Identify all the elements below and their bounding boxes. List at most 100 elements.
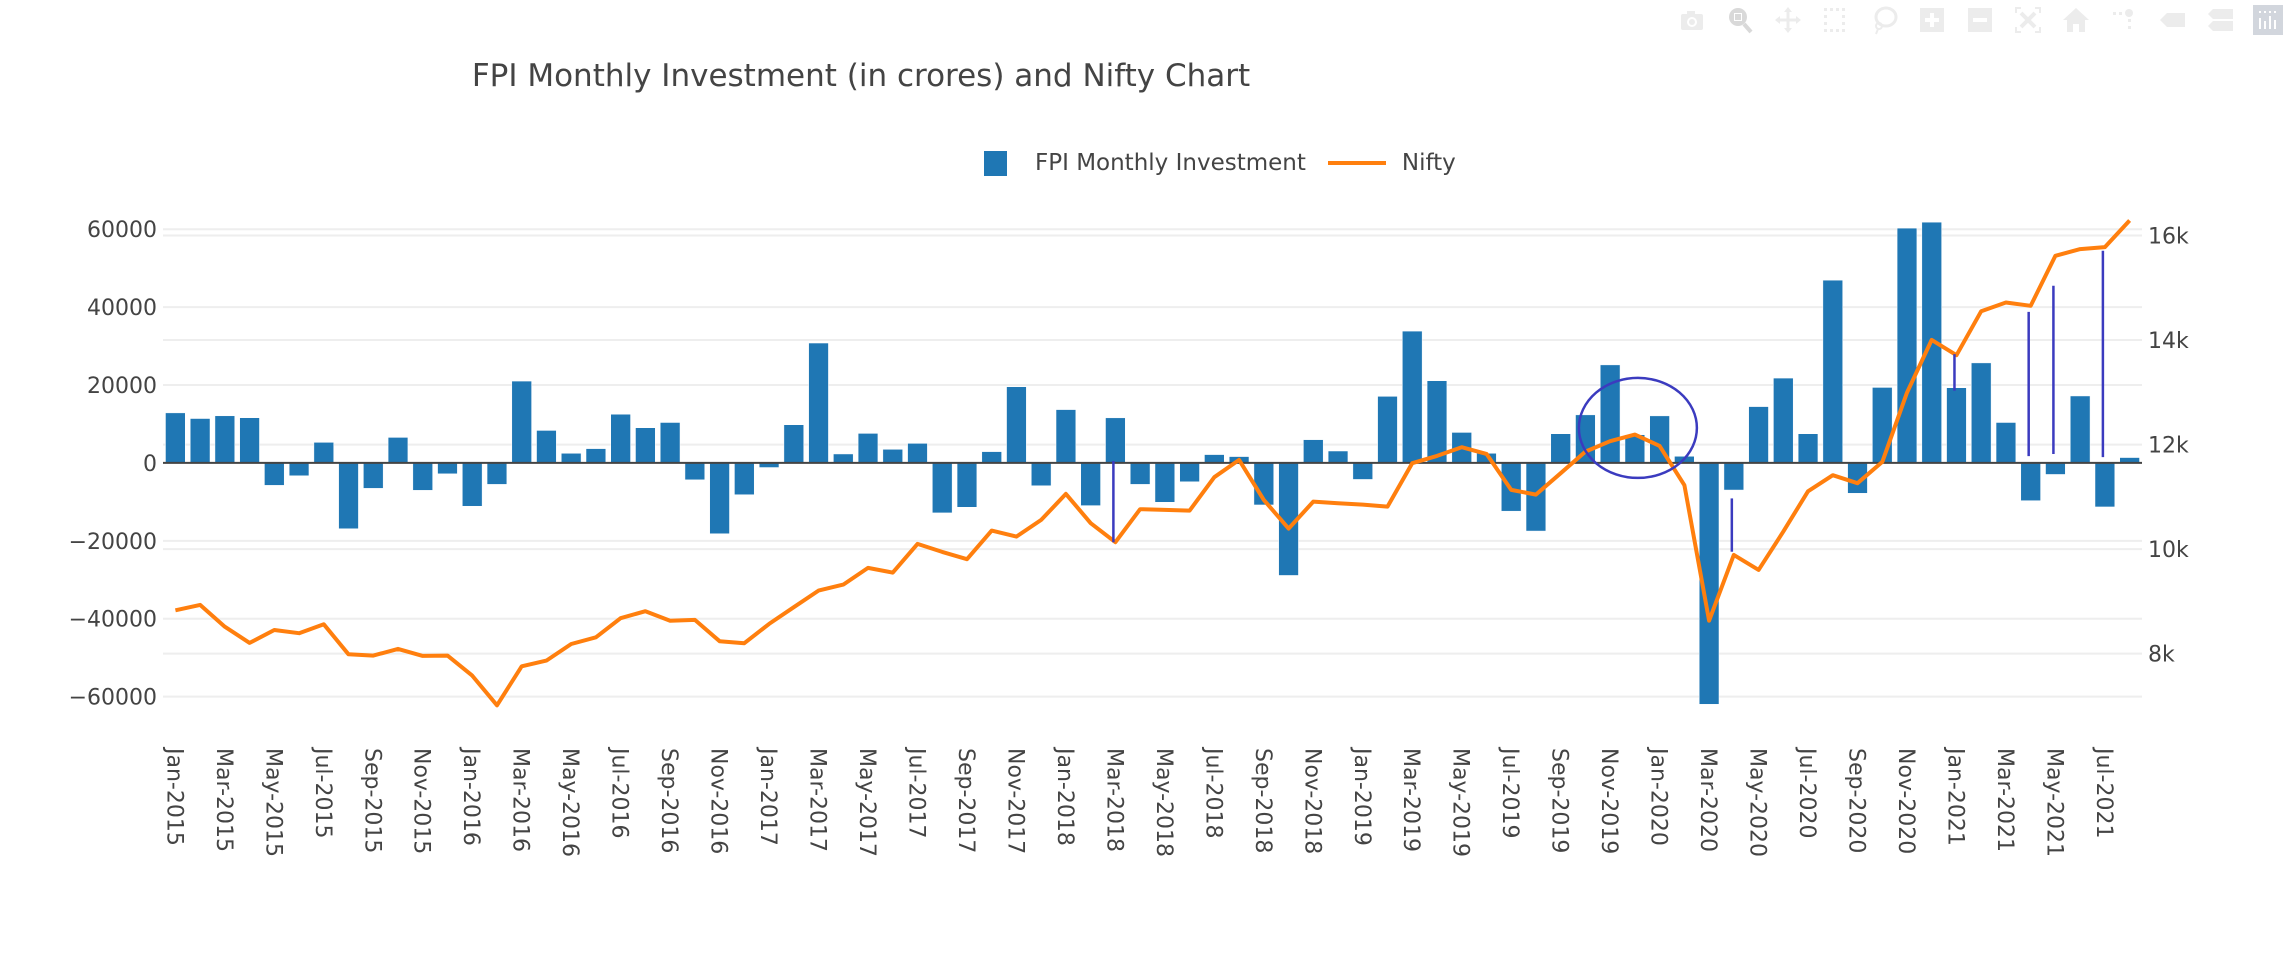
bar-Jun-2020[interactable] <box>1773 377 1794 464</box>
x-tick-label: Jan-2020 <box>1646 746 1671 846</box>
bar-Mar-2015[interactable] <box>214 415 235 464</box>
lasso-select-icon <box>1874 6 1898 35</box>
bar-Oct-2020[interactable] <box>1872 387 1893 464</box>
bar-Nov-2016[interactable] <box>709 462 730 534</box>
hover-compare-button[interactable] <box>2201 2 2239 38</box>
zoom-in-button[interactable] <box>1913 2 1951 38</box>
pan-button[interactable] <box>1769 2 1807 38</box>
bar-Aug-2015[interactable] <box>338 462 359 529</box>
plotly-logo-button[interactable] <box>2249 2 2287 38</box>
bar-Mar-2017[interactable] <box>808 342 829 464</box>
bar-Apr-2015[interactable] <box>239 417 260 464</box>
bar-Mar-2019[interactable] <box>1402 330 1423 464</box>
y-right-tick-label: 16k <box>2148 225 2189 250</box>
bar-Dec-2015[interactable] <box>437 462 458 475</box>
bar-Dec-2018[interactable] <box>1327 450 1349 464</box>
hover-closest-button[interactable] <box>2153 2 2191 38</box>
bar-Jan-2019[interactable] <box>1352 462 1373 480</box>
lasso-select-button[interactable] <box>1865 2 1903 38</box>
bar-Mar-2016[interactable] <box>511 380 532 464</box>
bar-Sep-2019[interactable] <box>1550 433 1571 464</box>
hover-compare-icon <box>2208 9 2233 31</box>
bar-Aug-2017[interactable] <box>932 462 953 514</box>
bar-Oct-2017[interactable] <box>981 451 1002 464</box>
reset-axes-button[interactable] <box>2057 2 2095 38</box>
bar-Jan-2021[interactable] <box>1946 387 1967 464</box>
bar-Jul-2020[interactable] <box>1797 433 1819 464</box>
download-plot-button[interactable] <box>1673 2 1711 38</box>
bar-Jun-2015[interactable] <box>288 462 310 477</box>
bar-Feb-2018[interactable] <box>1080 462 1101 506</box>
chart-title: FPI Monthly Investment (in crores) and N… <box>471 58 1251 94</box>
bar-Mar-2021[interactable] <box>1995 422 2017 464</box>
bar-Nov-2015[interactable] <box>412 462 433 491</box>
bar-Feb-2015[interactable] <box>189 418 211 464</box>
bar-Aug-2016[interactable] <box>635 427 656 464</box>
bar-Jun-2016[interactable] <box>585 448 607 464</box>
spike-lines-icon <box>2113 9 2133 29</box>
legend-item-fpi[interactable]: FPI Monthly Investment <box>980 150 1306 176</box>
zoom-button[interactable] <box>1721 2 1759 38</box>
bar-Oct-2015[interactable] <box>387 437 409 464</box>
bar-Sep-2016[interactable] <box>659 422 681 464</box>
y-left-tick-label: −60000 <box>69 686 157 711</box>
bar-Feb-2016[interactable] <box>486 462 508 485</box>
bar-Aug-2019[interactable] <box>1525 462 1547 532</box>
bar-Apr-2018[interactable] <box>1129 462 1151 485</box>
bar-Jun-2018[interactable] <box>1179 462 1200 483</box>
autoscale-button[interactable] <box>2009 2 2047 38</box>
zoom-out-button[interactable] <box>1961 2 1999 38</box>
x-tick-label: Nov-2019 <box>1596 748 1621 854</box>
bar-Apr-2019[interactable] <box>1426 380 1448 464</box>
bar-Nov-2017[interactable] <box>1006 386 1027 464</box>
bar-Jan-2018[interactable] <box>1055 409 1077 464</box>
x-tick-label: Nov-2015 <box>409 748 434 854</box>
modebar <box>1673 2 2287 38</box>
spike-lines-button[interactable] <box>2105 2 2143 38</box>
bar-Jul-2015[interactable] <box>313 442 334 464</box>
bar-May-2021[interactable] <box>2045 462 2066 475</box>
bar-May-2020[interactable] <box>1748 406 1769 464</box>
bar-Nov-2020[interactable] <box>1896 227 1918 464</box>
bar-Dec-2017[interactable] <box>1031 462 1052 486</box>
bar-Nov-2018[interactable] <box>1303 439 1324 464</box>
bar-Apr-2016[interactable] <box>536 430 557 464</box>
bar-Jun-2021[interactable] <box>2070 395 2091 464</box>
bar-Dec-2016[interactable] <box>734 462 755 495</box>
bar-Jul-2018[interactable] <box>1204 454 1225 464</box>
bar-Feb-2021[interactable] <box>1971 362 1992 464</box>
annotation-layer <box>1112 250 2105 552</box>
bar-Jan-2016[interactable] <box>462 462 483 507</box>
x-tick-label: Jul-2021 <box>2091 746 2116 838</box>
bar-Aug-2020[interactable] <box>1822 279 1843 464</box>
legend-item-nifty[interactable]: Nifty <box>1306 150 1456 176</box>
bar-Apr-2020[interactable] <box>1723 462 1744 491</box>
bar-Feb-2017[interactable] <box>783 424 804 464</box>
bar-May-2016[interactable] <box>561 453 582 464</box>
bar-Jun-2017[interactable] <box>882 449 903 464</box>
bar-Apr-2017[interactable] <box>833 453 854 464</box>
box-select-button[interactable] <box>1817 2 1855 38</box>
legend-line-swatch <box>1327 161 1386 165</box>
bar-Jul-2016[interactable] <box>610 413 631 464</box>
bar-layer <box>165 221 2140 705</box>
bar-Jul-2017[interactable] <box>907 443 928 464</box>
x-tick-label: Sep-2015 <box>359 748 384 853</box>
bar-May-2015[interactable] <box>264 462 285 486</box>
bar-Nov-2019[interactable] <box>1599 364 1621 464</box>
nifty-line[interactable] <box>174 219 2132 708</box>
bar-Sep-2017[interactable] <box>956 462 978 508</box>
bar-Apr-2021[interactable] <box>2020 462 2041 501</box>
bar-Sep-2015[interactable] <box>363 462 384 489</box>
bar-Jan-2015[interactable] <box>165 412 186 464</box>
bar-Oct-2016[interactable] <box>684 462 706 481</box>
bar-Mar-2018[interactable] <box>1105 417 1126 464</box>
bar-Feb-2019[interactable] <box>1377 396 1398 464</box>
x-tick-label: Mar-2017 <box>805 748 830 852</box>
x-tick-label: Nov-2018 <box>1299 748 1324 854</box>
bar-Jul-2021[interactable] <box>2094 462 2116 508</box>
zoom-out-icon <box>1968 8 1992 32</box>
bar-May-2017[interactable] <box>857 433 879 464</box>
bar-May-2018[interactable] <box>1154 462 1176 503</box>
